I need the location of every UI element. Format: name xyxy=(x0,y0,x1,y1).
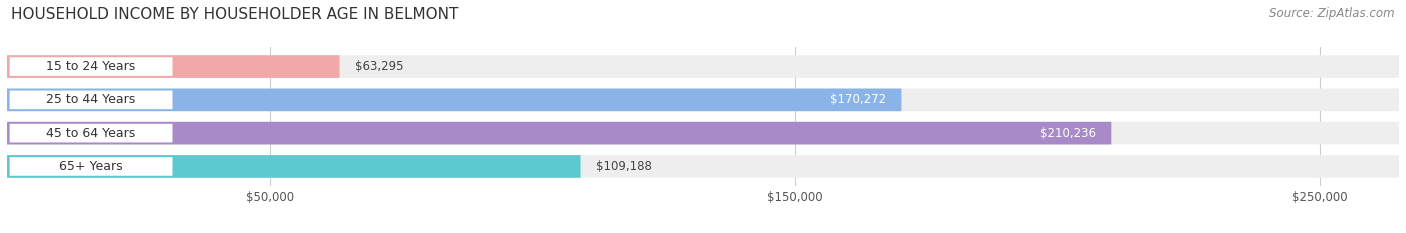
FancyBboxPatch shape xyxy=(7,55,339,78)
Text: 15 to 24 Years: 15 to 24 Years xyxy=(46,60,136,73)
Text: Source: ZipAtlas.com: Source: ZipAtlas.com xyxy=(1270,7,1395,20)
FancyBboxPatch shape xyxy=(7,89,901,111)
FancyBboxPatch shape xyxy=(7,55,1399,78)
FancyBboxPatch shape xyxy=(10,91,173,109)
Text: 65+ Years: 65+ Years xyxy=(59,160,122,173)
FancyBboxPatch shape xyxy=(7,122,1399,144)
FancyBboxPatch shape xyxy=(7,89,1399,111)
Text: 25 to 44 Years: 25 to 44 Years xyxy=(46,93,136,106)
Text: HOUSEHOLD INCOME BY HOUSEHOLDER AGE IN BELMONT: HOUSEHOLD INCOME BY HOUSEHOLDER AGE IN B… xyxy=(11,7,458,22)
FancyBboxPatch shape xyxy=(7,122,1111,144)
FancyBboxPatch shape xyxy=(10,57,173,76)
FancyBboxPatch shape xyxy=(7,155,581,178)
Text: $170,272: $170,272 xyxy=(830,93,886,106)
Text: $63,295: $63,295 xyxy=(356,60,404,73)
FancyBboxPatch shape xyxy=(7,155,1399,178)
FancyBboxPatch shape xyxy=(10,157,173,176)
FancyBboxPatch shape xyxy=(10,124,173,142)
Text: 45 to 64 Years: 45 to 64 Years xyxy=(46,127,136,140)
Text: $109,188: $109,188 xyxy=(596,160,652,173)
Text: $210,236: $210,236 xyxy=(1039,127,1095,140)
